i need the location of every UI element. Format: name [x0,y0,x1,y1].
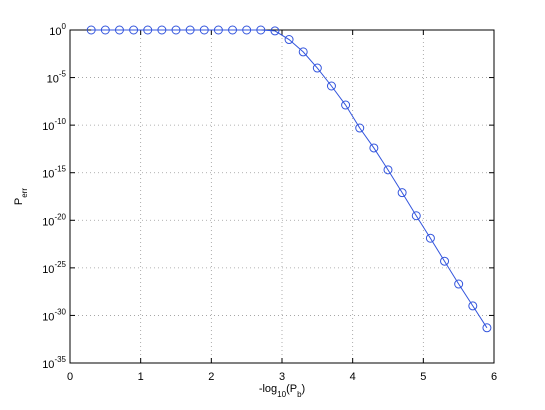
xlabel-part: b [297,390,302,399]
data-marker [326,81,336,91]
xlabel-part: 10 [277,390,286,399]
data-marker [213,25,223,35]
x-tick-label: 0 [67,371,73,383]
xlabel: -log10(Pb) [259,383,305,399]
data-marker [86,25,96,35]
data-marker [440,256,450,266]
tick-base: 10 [42,169,54,181]
xlabel-part: ) [302,383,306,395]
data-marker [425,233,435,243]
data-marker [256,25,266,35]
y-tick-label: 10-30 [42,307,66,323]
y-tick-label: 10-10 [42,117,66,133]
xlabel-part: (P [286,383,297,395]
data-marker [284,35,294,45]
tick-exponent: -15 [54,165,66,174]
tick-base: 10 [49,26,61,38]
plot-frame [69,29,495,364]
data-marker [482,323,492,333]
data-marker [114,25,124,35]
x-tick-label: 6 [491,371,497,383]
data-marker [454,279,464,289]
tick-base: 10 [42,311,54,323]
data-marker [171,25,181,35]
y-tick-label: 100 [49,22,66,38]
tick-exponent: 0 [62,22,67,31]
tick-exponent: -35 [54,355,66,364]
tick-base: 10 [47,74,59,86]
data-marker [185,25,195,35]
data-marker [298,47,308,57]
tick-exponent: -30 [54,307,66,316]
data-marker [100,25,110,35]
y-tick-label: 10-15 [42,165,66,181]
tick-base: 10 [42,264,54,276]
data-marker [157,25,167,35]
tick-exponent: -10 [54,117,66,126]
data-marker [468,301,478,311]
data-marker [411,211,421,221]
tick-exponent: -5 [59,70,67,79]
x-tick-label: 2 [208,371,214,383]
tick-exponent: -25 [54,260,66,269]
y-tick-label: 10-25 [42,260,66,276]
y-tick-label: 10-5 [47,70,67,86]
x-tick-label: 1 [138,371,144,383]
data-marker [270,26,280,36]
data-marker [383,165,393,175]
tick-exponent: -20 [54,212,66,221]
data-marker [397,188,407,198]
y-tick-label: 10-35 [42,355,66,371]
tick-base: 10 [42,121,54,133]
xlabel-part: -log [259,383,277,395]
x-tick-label: 4 [350,371,356,383]
data-marker [199,25,209,35]
tick-base: 10 [42,359,54,371]
y-tick-label: 10-20 [42,212,66,228]
ylabel-part: err [20,188,29,198]
x-tick-label: 5 [420,371,426,383]
data-marker [341,100,351,110]
data-marker [129,25,139,35]
data-marker [355,123,365,133]
data-marker [369,143,379,153]
ylabel: Perr [13,188,29,205]
data-marker [312,63,322,73]
x-tick-label: 3 [279,371,285,383]
data-marker [143,25,153,35]
tick-base: 10 [42,216,54,228]
data-marker [228,25,238,35]
ylabel-part: P [13,198,25,205]
data-marker [242,25,252,35]
data-line [91,29,488,329]
